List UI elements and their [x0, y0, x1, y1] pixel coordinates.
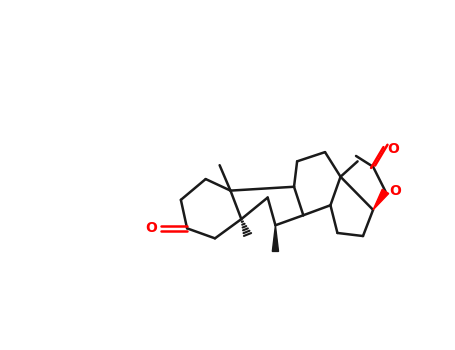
Text: O: O: [389, 184, 401, 198]
Polygon shape: [273, 225, 278, 251]
Text: O: O: [387, 142, 399, 156]
Text: O: O: [146, 220, 157, 234]
Polygon shape: [373, 189, 389, 210]
